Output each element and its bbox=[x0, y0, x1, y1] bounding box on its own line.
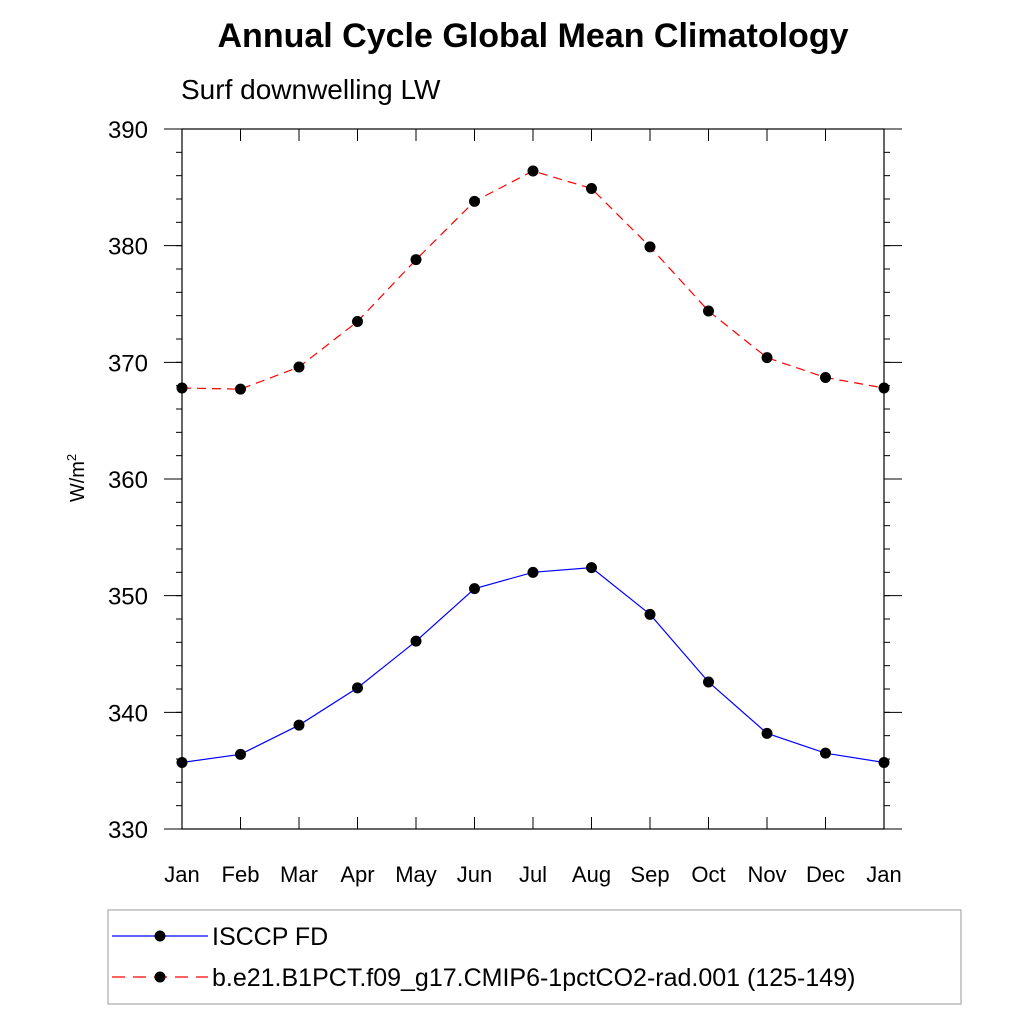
data-point bbox=[293, 361, 305, 373]
data-point bbox=[644, 608, 656, 620]
data-point bbox=[352, 316, 363, 327]
y-tick-label: 340 bbox=[108, 700, 148, 727]
data-point bbox=[644, 241, 656, 253]
legend-marker bbox=[154, 930, 166, 942]
data-point bbox=[469, 583, 480, 595]
data-point bbox=[527, 165, 539, 177]
data-point bbox=[410, 635, 422, 647]
y-tick-label: 390 bbox=[108, 117, 148, 144]
axis-tick-labels: Jan Feb Mar Apr May Jun Jul Aug Sep Oct Nov Dec Jan 3… bbox=[108, 117, 902, 887]
data-point bbox=[703, 305, 714, 317]
data-point bbox=[878, 757, 890, 768]
data-point bbox=[469, 195, 480, 207]
data-point bbox=[761, 727, 773, 739]
legend-box bbox=[107, 909, 962, 1005]
chart-title: Annual Cycle Global Mean Climatology bbox=[218, 17, 849, 55]
data-point bbox=[352, 682, 363, 694]
y-axis-label-superscript: 2 bbox=[64, 454, 79, 461]
x-tick-label: Mar bbox=[280, 862, 318, 887]
data-point bbox=[235, 748, 246, 760]
data-point bbox=[586, 183, 597, 194]
legend-label: b.e21.B1PCT.f09_g17.CMIP6-1pctCO2-rad.00… bbox=[212, 964, 855, 992]
series-1 bbox=[176, 562, 890, 768]
x-tick-label: May bbox=[395, 862, 437, 887]
legend-marker bbox=[154, 971, 166, 983]
legend-label: ISCCP FD bbox=[212, 923, 328, 951]
x-tick-label: Oct bbox=[691, 862, 725, 887]
data-point bbox=[293, 719, 305, 731]
data-point bbox=[527, 566, 539, 578]
y-axis-label: W/m2 bbox=[64, 454, 89, 502]
x-tick-label: Aug bbox=[572, 862, 611, 887]
plot-frame bbox=[181, 128, 885, 830]
y-axis-label-text: W/m bbox=[67, 461, 89, 502]
data-point bbox=[235, 383, 246, 395]
data-point bbox=[176, 382, 188, 394]
data-point bbox=[410, 254, 422, 266]
x-tick-label: Nov bbox=[747, 862, 786, 887]
data-point bbox=[878, 382, 890, 394]
data-point bbox=[176, 757, 188, 768]
x-tick-label: Jun bbox=[457, 862, 492, 887]
data-point bbox=[703, 676, 714, 688]
y-tick-label: 370 bbox=[108, 350, 148, 377]
series-line bbox=[181, 170, 885, 390]
y-tick-label: 330 bbox=[108, 817, 148, 844]
data-point bbox=[820, 372, 831, 383]
axis-ticks bbox=[164, 128, 902, 830]
legend: ISCCP FD b.e21.B1PCT.f09_g17.CMIP6-1pctCO… bbox=[112, 923, 855, 992]
data-point bbox=[761, 352, 773, 364]
y-tick-label: 360 bbox=[108, 467, 148, 494]
series-layer bbox=[176, 165, 890, 768]
y-tick-label: 380 bbox=[108, 234, 148, 261]
x-tick-label: Sep bbox=[630, 862, 669, 887]
series-line bbox=[181, 567, 885, 764]
x-tick-label: Dec bbox=[806, 862, 845, 887]
x-tick-label: Jan bbox=[164, 862, 199, 887]
series-2 bbox=[176, 165, 890, 395]
data-point bbox=[820, 747, 831, 759]
x-tick-label: Feb bbox=[222, 862, 260, 887]
data-point bbox=[586, 562, 597, 574]
x-tick-label: Jan bbox=[866, 862, 901, 887]
x-tick-label: Jul bbox=[519, 862, 547, 887]
y-tick-label: 350 bbox=[108, 584, 148, 611]
chart-subtitle: Surf downwelling LW bbox=[181, 74, 441, 105]
x-tick-label: Apr bbox=[340, 862, 374, 887]
